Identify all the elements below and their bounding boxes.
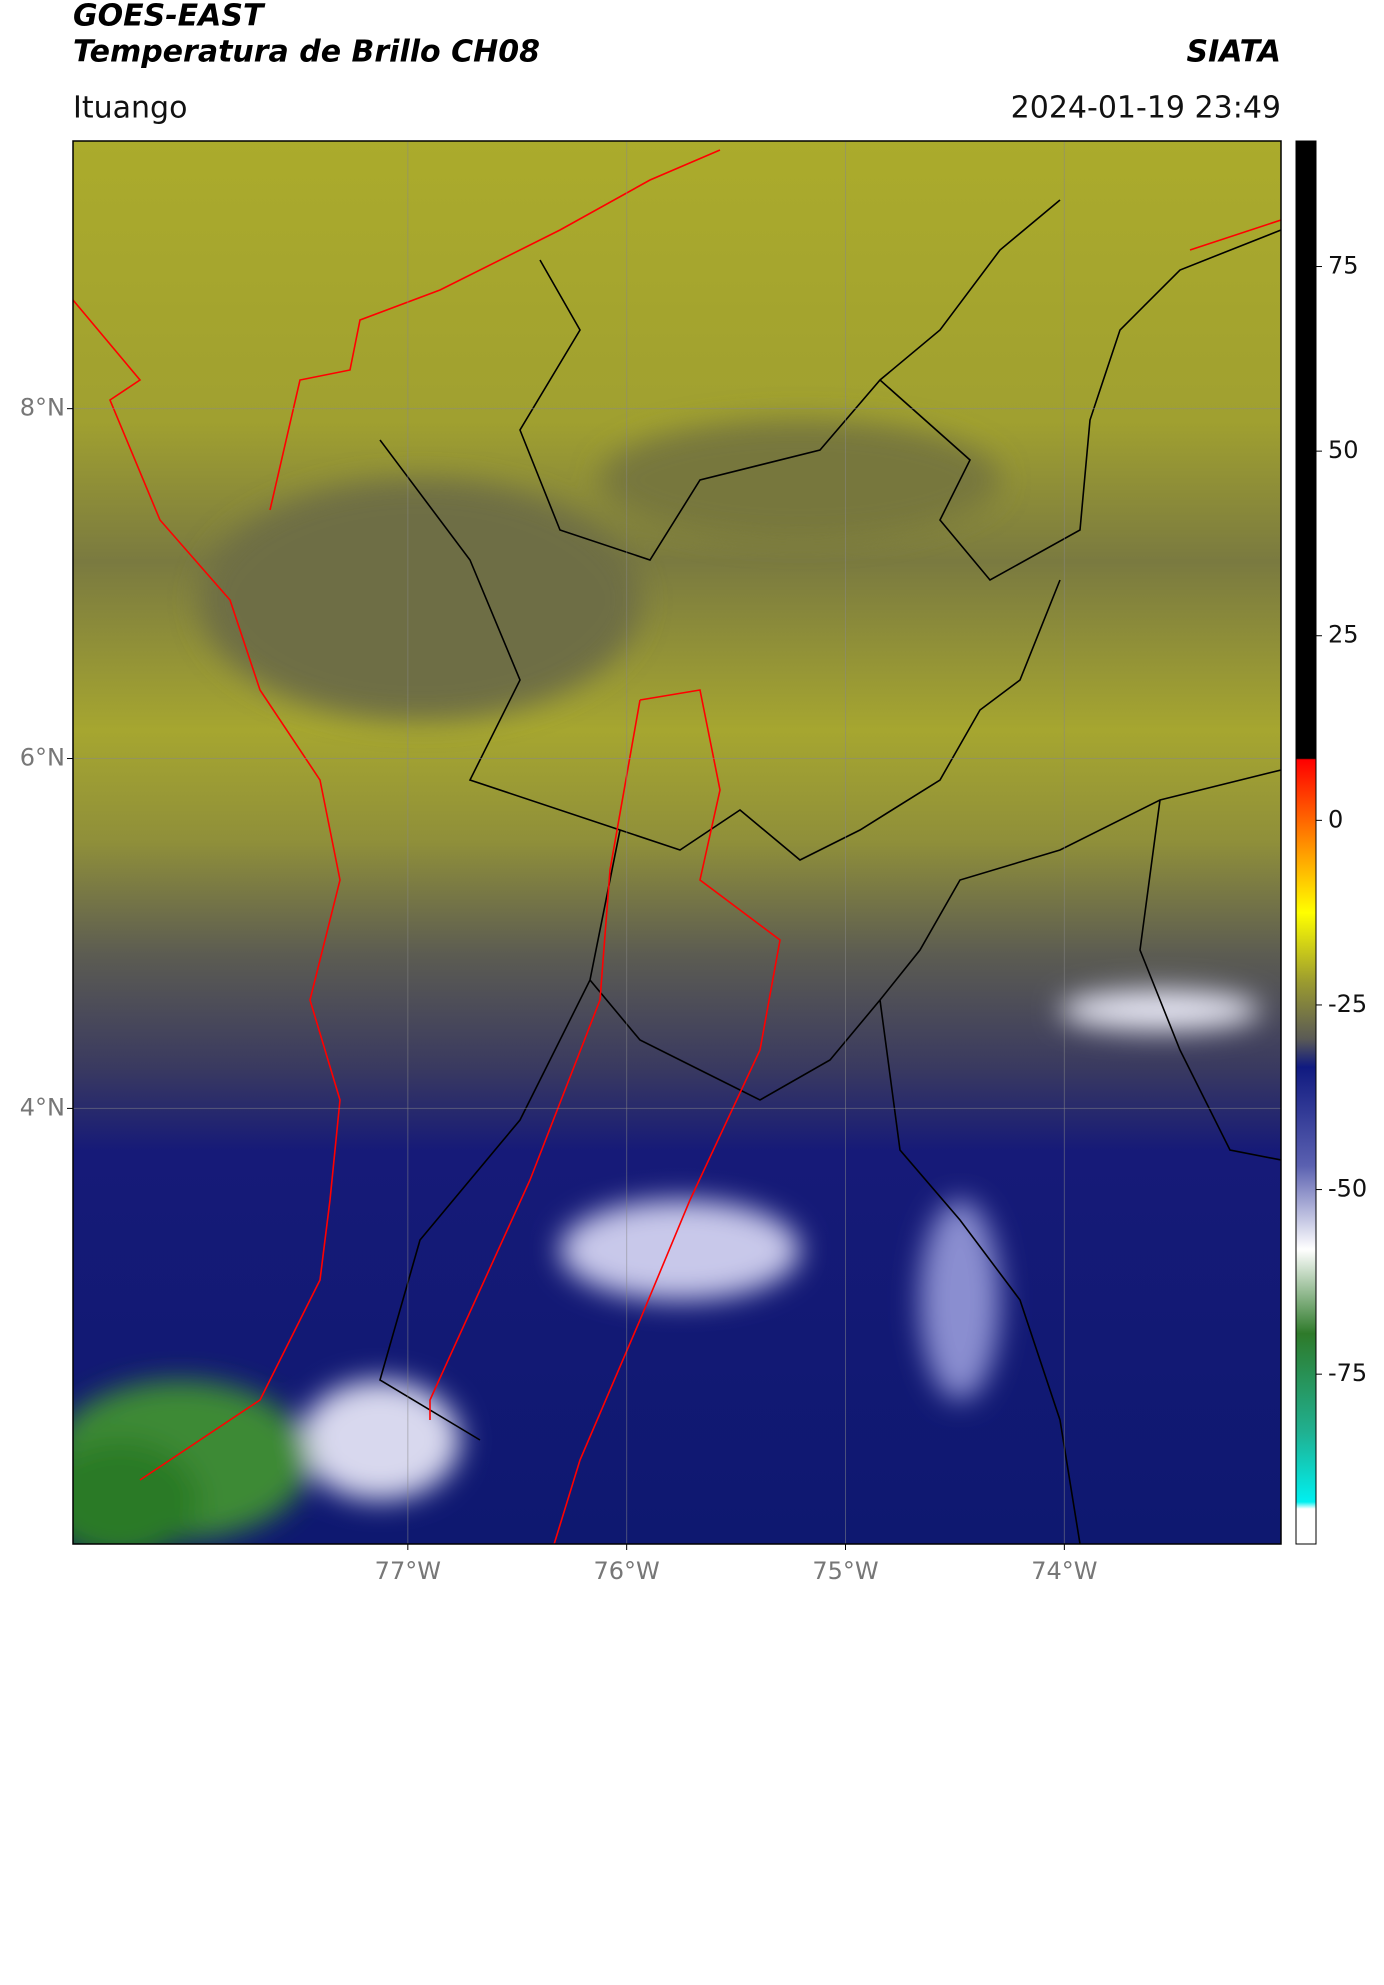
- y-tick-label: 8°N: [20, 394, 65, 422]
- x-tick-label: 77°W: [375, 1557, 441, 1585]
- x-tick-label: 74°W: [1031, 1557, 1097, 1585]
- colorbar-tick-label: -25: [1328, 990, 1367, 1018]
- colorbar: [1295, 140, 1317, 1545]
- colorbar-tick-label: -75: [1328, 1359, 1367, 1387]
- map: [73, 141, 1281, 1544]
- subtitle: Temperatura de Brillo CH08: [73, 35, 540, 70]
- timestamp: 2024-01-19 23:49: [1011, 91, 1281, 126]
- location: Ituango: [73, 91, 187, 126]
- map-frame: [72, 140, 1282, 1545]
- colorbar-tick-label: 25: [1328, 621, 1359, 649]
- colorbar-tick-label: 75: [1328, 252, 1359, 280]
- colorbar-tick-label: 50: [1328, 436, 1359, 464]
- y-tick-label: 6°N: [20, 744, 65, 772]
- grid: [73, 141, 1281, 1544]
- colorbar-tick-label: 0: [1328, 805, 1343, 833]
- brand: SIATA: [1187, 35, 1281, 70]
- x-tick-label: 76°W: [594, 1557, 660, 1585]
- title: GOES-EAST: [73, 0, 266, 34]
- y-tick-label: 4°N: [20, 1093, 65, 1121]
- x-tick-label: 75°W: [812, 1557, 878, 1585]
- colorbar-tick-label: -50: [1328, 1175, 1367, 1203]
